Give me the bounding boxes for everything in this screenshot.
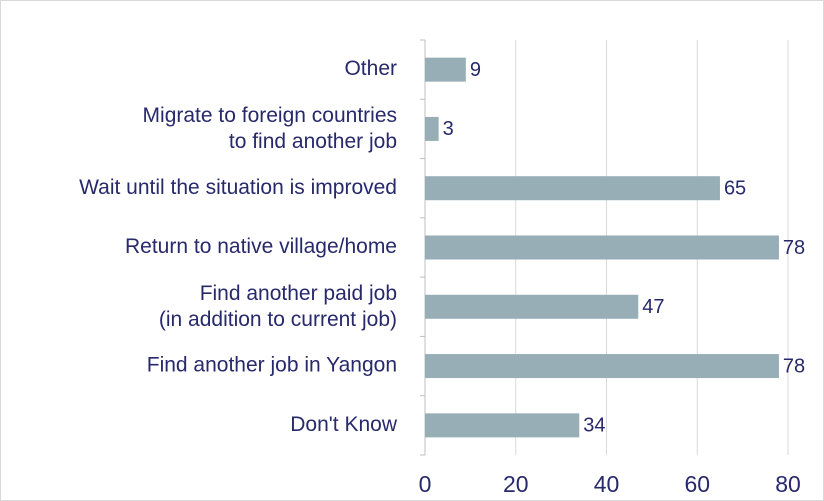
y-tick-label: Other [344,57,397,80]
y-tick-label: Find another job in Yangon [147,354,397,377]
data-label: 78 [783,237,805,259]
x-tick-label: 0 [419,471,432,497]
data-label: 34 [583,415,605,437]
x-tick-label: 60 [684,471,710,497]
data-label: 65 [724,177,746,199]
data-label: 47 [642,296,664,318]
y-tick-label: Return to native village/home [125,235,397,258]
y-tick-label: Find another paid job (in addition to cur… [159,281,397,330]
y-tick-label: Don't Know [290,413,398,436]
bar [425,413,580,438]
y-tick-label: Wait until the situation is improved [79,176,397,199]
x-tick-label: 40 [594,471,620,497]
bar [425,57,466,82]
bar [425,176,720,201]
data-label: 9 [470,59,481,81]
x-tick-label: 80 [775,471,801,497]
data-label: 3 [443,118,454,140]
y-tick-label: Migrate to foreign countries to find anot… [143,103,397,152]
bar [425,235,779,260]
bar [425,294,639,319]
bar [425,354,779,379]
data-label: 78 [783,355,805,377]
x-tick-label: 20 [503,471,529,497]
bar [425,116,439,141]
